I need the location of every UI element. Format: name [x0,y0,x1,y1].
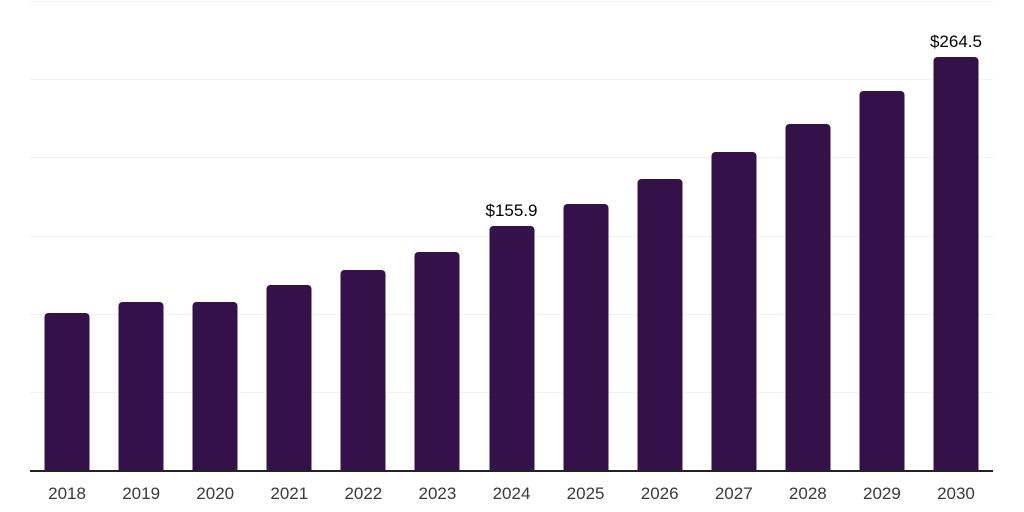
bar-2026 [637,179,683,470]
bar-2025 [563,203,609,470]
tick-label-2019: 2019 [122,484,161,503]
band-2020 [178,1,252,470]
band-2028 [771,1,845,470]
band-2026 [623,1,697,470]
bar-2023 [414,251,460,470]
tick-label-2021: 2021 [270,484,309,503]
tick-label-2023: 2023 [418,484,457,503]
x-axis-tick-labels: 2018 2019 2020 2021 2022 2023 2024 2025 2026 2027… [30,485,993,503]
bars-row: $155.9 $264.5 [30,1,993,470]
bar-2024 [489,226,534,470]
band-2019 [104,1,178,470]
tick-label-2020: 2020 [196,484,235,503]
bar-2022 [340,270,386,470]
band-2021 [252,1,326,470]
band-2030: $264.5 [919,1,993,470]
bar-2019 [118,301,164,470]
bar-2021 [266,284,312,470]
tick-label-2025: 2025 [566,484,605,503]
tick-label-2027: 2027 [714,484,753,503]
tick-label-2030: 2030 [937,484,975,503]
plot-area: $155.9 $264.5 [30,1,993,472]
gridline-200 [30,157,993,159]
band-2022 [326,1,400,470]
bar-2027 [711,152,757,470]
tick-label-2018: 2018 [48,484,86,503]
bar-2020 [192,301,238,470]
value-label-2024: $155.9 [485,201,538,221]
tick-label-2028: 2028 [788,484,827,503]
gridline-300 [30,1,993,2]
bar-2028 [785,123,831,470]
band-2027 [697,1,771,470]
gridline-250 [30,79,993,81]
band-2023 [400,1,474,470]
band-2018 [30,1,104,470]
tick-label-2024: 2024 [492,484,531,503]
value-label-2030: $264.5 [929,31,982,51]
bar-2030 [933,56,979,470]
tick-label-2022: 2022 [344,484,383,503]
tick-label-2026: 2026 [640,484,679,503]
band-2029 [845,1,919,470]
band-2024: $155.9 [474,1,548,470]
bar-2018 [44,313,90,470]
band-2025 [549,1,623,470]
bar-2029 [859,91,905,470]
tick-label-2029: 2029 [862,484,901,503]
